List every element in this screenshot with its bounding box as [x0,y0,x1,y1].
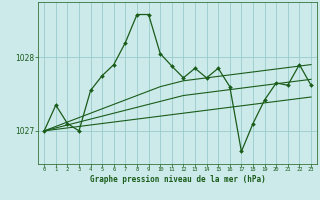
X-axis label: Graphe pression niveau de la mer (hPa): Graphe pression niveau de la mer (hPa) [90,175,266,184]
